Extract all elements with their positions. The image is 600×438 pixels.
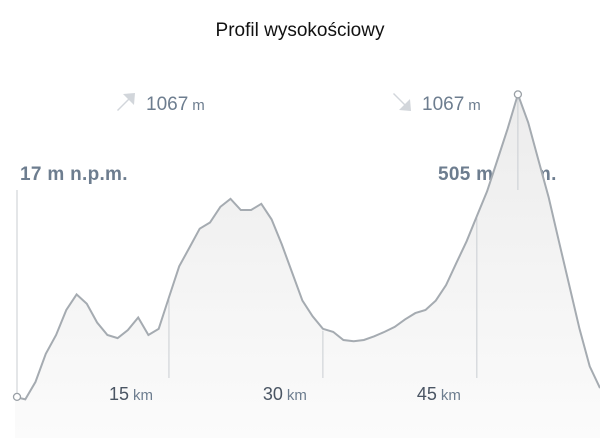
max-point-marker [513,90,523,99]
descent-stat: 1067 m [390,90,481,120]
elevation-line [14,91,600,401]
x-tick-label: 45 km [416,384,461,404]
descent-value: 1067 [422,94,465,116]
arrow-up-right-icon [114,90,138,120]
elevation-area [15,94,600,438]
start-elevation-label: 17 m n.p.m. [20,164,128,185]
ascent-unit: m [192,97,205,115]
x-tick-label: 30 km [262,384,307,404]
arrow-down-right-icon [390,90,414,120]
x-tick-label: 15 km [108,384,153,404]
ascent-stat: 1067 m [114,90,205,120]
start-point-marker [12,392,22,402]
ascent-value: 1067 [146,94,189,116]
chart-title: Profil wysokościowy [215,20,385,41]
descent-unit: m [468,97,481,115]
